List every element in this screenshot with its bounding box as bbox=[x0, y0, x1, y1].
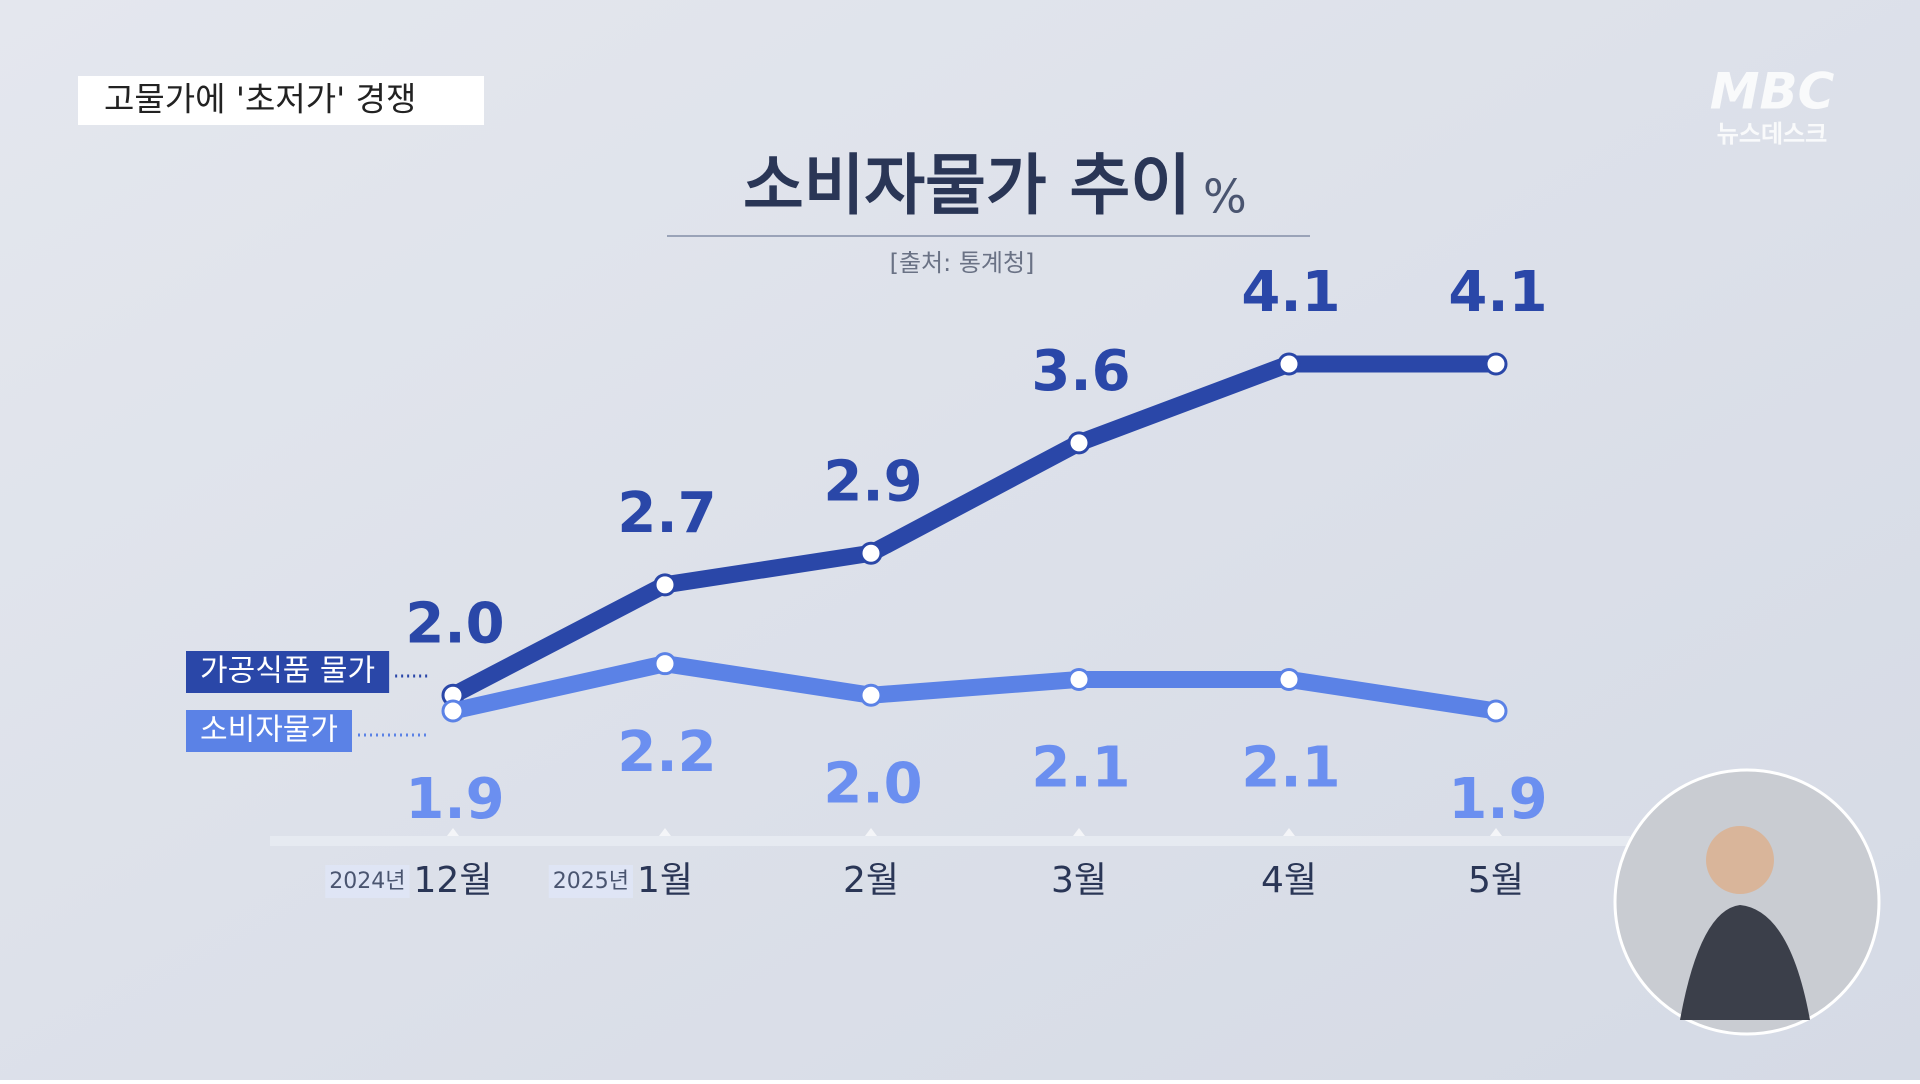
x-tick-label: 2월 bbox=[843, 860, 899, 901]
point bbox=[1484, 699, 1508, 723]
program-name: 뉴스데스크 bbox=[1717, 120, 1827, 148]
x-tick-label: 1월 bbox=[637, 860, 693, 901]
headline: 고물가에 '초저가' 경쟁 bbox=[104, 80, 416, 119]
unit: % bbox=[1203, 170, 1247, 224]
value-label: 2.7 bbox=[617, 481, 716, 546]
source: [출처: 통계청] bbox=[890, 249, 1035, 277]
value-label: 3.6 bbox=[1031, 339, 1130, 404]
point bbox=[441, 699, 465, 723]
point bbox=[1067, 667, 1091, 691]
value-label: 4.1 bbox=[1241, 260, 1340, 325]
value-label: 2.1 bbox=[1031, 736, 1130, 801]
x-tick-label: 5월 bbox=[1468, 860, 1524, 901]
interpreter-circle bbox=[1613, 768, 1881, 1036]
tick-triangle bbox=[1283, 828, 1295, 836]
series-line bbox=[444, 355, 1505, 704]
tick-triangle bbox=[1073, 828, 1085, 836]
tick-triangle bbox=[865, 828, 877, 836]
legend-box bbox=[186, 651, 390, 693]
point bbox=[859, 541, 883, 565]
tick-triangle bbox=[447, 828, 459, 836]
value-label: 2.1 bbox=[1241, 736, 1340, 801]
x-tick-label: 3월 bbox=[1051, 860, 1107, 901]
headline-box bbox=[78, 76, 484, 125]
value-label: 2.0 bbox=[405, 591, 504, 656]
year-label: 2024년 bbox=[329, 869, 405, 894]
x-tick-label: 12월 bbox=[414, 860, 493, 901]
year-label-box bbox=[325, 865, 410, 898]
point bbox=[653, 573, 677, 597]
point bbox=[1067, 431, 1091, 455]
interpreter-body bbox=[1680, 905, 1810, 1020]
point bbox=[859, 683, 883, 707]
legend-label: 가공식품 물가 bbox=[200, 654, 375, 689]
interpreter bbox=[1613, 768, 1881, 1036]
year-label: 2025년 bbox=[553, 869, 629, 894]
point bbox=[653, 652, 677, 676]
value-label: 2.2 bbox=[617, 720, 716, 785]
point bbox=[1277, 352, 1301, 376]
tick-triangle bbox=[659, 828, 671, 836]
value-label: 4.1 bbox=[1448, 260, 1547, 325]
logo: MBC bbox=[1710, 63, 1835, 121]
year-label-box bbox=[548, 865, 633, 898]
value-label: 1.9 bbox=[1448, 767, 1547, 832]
legend-box bbox=[186, 710, 352, 752]
axis-band bbox=[270, 836, 1630, 846]
value-label: 2.0 bbox=[823, 751, 922, 816]
value-label: 2.9 bbox=[823, 449, 922, 514]
point bbox=[1484, 352, 1508, 376]
chart-title: 소비자물가 추이 bbox=[743, 147, 1191, 224]
series-line bbox=[444, 655, 1505, 720]
interpreter-head bbox=[1706, 826, 1774, 894]
point bbox=[1277, 667, 1301, 691]
legend-label: 소비자물가 bbox=[200, 713, 338, 748]
tick-triangle bbox=[1490, 828, 1502, 836]
value-label: 1.9 bbox=[405, 767, 504, 832]
x-tick-label: 4월 bbox=[1261, 860, 1317, 901]
